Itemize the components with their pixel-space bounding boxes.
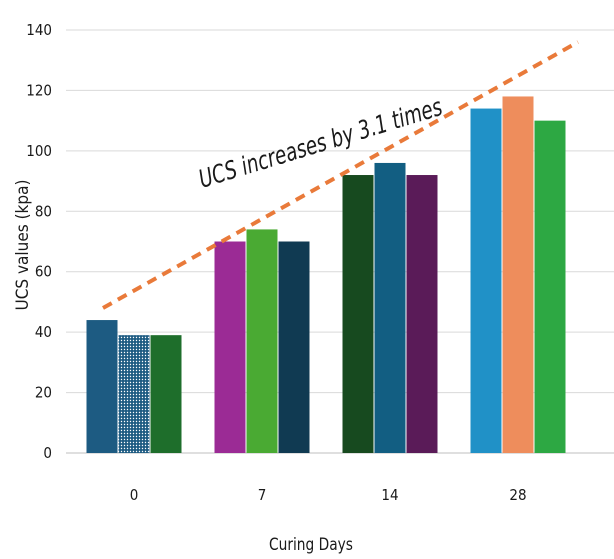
- bar-day14-3: [406, 175, 438, 453]
- bar-day0-1: [86, 320, 118, 453]
- x-tick-7: 7: [258, 486, 267, 504]
- bar-day28-1: [470, 108, 502, 454]
- bars: [86, 96, 566, 454]
- x-tick-labels: 0 7 14 28: [130, 486, 527, 504]
- y-tick-80: 80: [35, 202, 52, 220]
- y-tick-120: 120: [26, 81, 52, 99]
- y-tick-60: 60: [35, 263, 52, 281]
- y-tick-100: 100: [26, 142, 52, 160]
- bar-day7-3: [278, 241, 310, 453]
- bar-day7-1: [214, 241, 246, 453]
- bar-day28-3: [534, 120, 566, 454]
- y-tick-140: 140: [26, 21, 52, 39]
- y-tick-20: 20: [35, 384, 52, 402]
- x-axis-title: Curing Days: [269, 534, 353, 554]
- x-tick-28: 28: [509, 486, 526, 504]
- bar-day14-2: [374, 162, 406, 453]
- bar-day7-2: [246, 229, 278, 453]
- y-tick-0: 0: [43, 444, 52, 462]
- x-tick-14: 14: [381, 486, 398, 504]
- y-axis-title: UCS values (kpa): [13, 180, 33, 311]
- bar-day14-1: [342, 175, 374, 453]
- bar-day28-2: [502, 96, 534, 453]
- x-tick-0: 0: [130, 486, 139, 504]
- y-tick-40: 40: [35, 323, 52, 341]
- trend-line: [102, 40, 579, 310]
- y-tick-labels: 0 20 40 60 80 100 120 140: [26, 21, 52, 462]
- bar-day0-3: [150, 335, 182, 453]
- bar-day0-2: [118, 335, 150, 453]
